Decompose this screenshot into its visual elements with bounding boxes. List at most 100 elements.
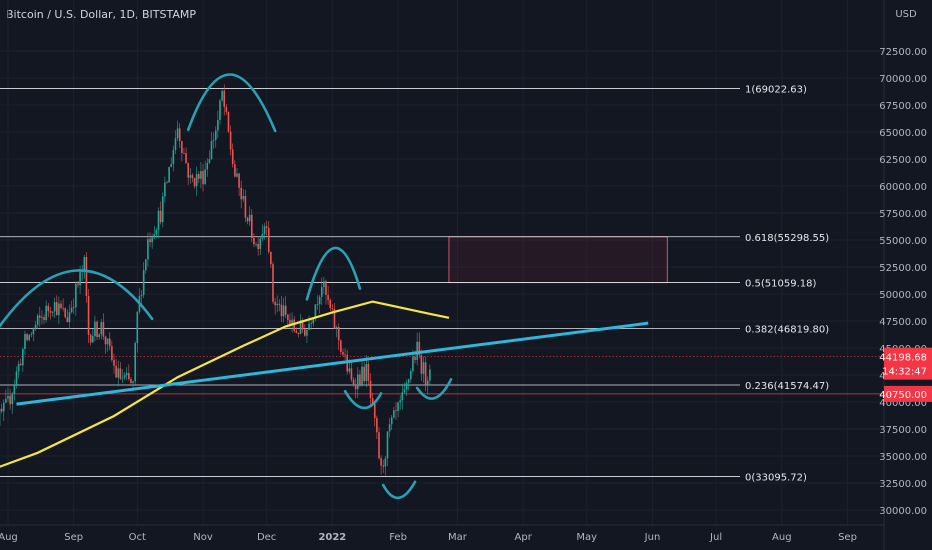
candle-body <box>168 167 170 183</box>
candle-body <box>240 187 242 200</box>
candle-body <box>314 304 317 318</box>
candle-body <box>410 371 412 380</box>
candle-body <box>429 369 431 381</box>
candle-body <box>60 303 62 308</box>
price-tick-label: 37500.00 <box>879 425 927 436</box>
candle-body <box>282 305 285 317</box>
target-zone[interactable] <box>448 236 668 284</box>
fib-level-label: 0.618(55298.55) <box>745 233 829 244</box>
candle-body <box>134 343 136 382</box>
price-tick-label: 50000.00 <box>879 290 927 301</box>
candle-body <box>128 373 130 380</box>
marked-level-label: 40750.00 <box>879 390 927 401</box>
candle-body <box>212 139 215 141</box>
candle-body <box>189 175 192 178</box>
candle-body <box>424 362 427 385</box>
candle-body <box>367 363 370 381</box>
candle-body <box>193 178 196 187</box>
candle-body <box>342 351 344 355</box>
candle-body <box>41 317 43 318</box>
candle-body <box>70 307 73 313</box>
candle-body <box>24 333 26 349</box>
candle-body <box>304 329 306 336</box>
candle-body <box>100 322 103 335</box>
time-tick-label: 2022 <box>318 532 346 543</box>
price-tick-label: 57500.00 <box>879 209 927 220</box>
candle-body <box>39 315 41 318</box>
inverse-right-shoulder-arc <box>415 378 453 400</box>
candle-body <box>297 332 300 334</box>
fib-level-label: 0.5(51059.18) <box>745 279 817 290</box>
trendline[interactable] <box>16 321 649 406</box>
candle-body <box>172 149 175 165</box>
candle-body <box>17 363 20 372</box>
candle-body <box>420 355 423 374</box>
candle-body <box>58 303 60 316</box>
candle-body <box>371 398 374 404</box>
candle-body <box>403 389 406 393</box>
candle-body <box>227 111 230 132</box>
candle-body <box>166 182 168 184</box>
candle-body <box>380 458 382 466</box>
candle-body <box>361 366 363 385</box>
candle-body <box>236 173 238 177</box>
candle-body <box>350 368 353 380</box>
candle-body <box>157 210 160 230</box>
candle-body <box>390 417 393 425</box>
currency-label: USD <box>895 9 917 20</box>
head-arc <box>186 73 277 133</box>
candle-body <box>147 239 149 260</box>
candle-body <box>121 377 124 379</box>
candle-body <box>238 173 240 188</box>
candle-body <box>418 341 421 356</box>
candle-body <box>155 229 158 235</box>
candle-body <box>111 346 113 360</box>
candle-body <box>140 295 143 297</box>
candle-body <box>198 174 200 179</box>
price-tick-label: 60000.00 <box>879 182 927 193</box>
candle-body <box>267 227 270 252</box>
fib-level-label: 0(33095.72) <box>745 473 807 484</box>
price-tick-label: 62500.00 <box>879 155 927 166</box>
candle-body <box>208 159 211 163</box>
candle-body <box>414 356 416 360</box>
pattern-arcs[interactable] <box>0 73 453 500</box>
candle-body <box>280 304 283 317</box>
candle-body <box>183 153 185 154</box>
candle-body <box>221 90 223 101</box>
candle-body <box>363 366 365 382</box>
candle-body <box>19 363 22 366</box>
candle-body <box>223 90 226 107</box>
target-zone-box <box>448 236 668 284</box>
candle-body <box>259 238 262 250</box>
price-tick-label: 55000.00 <box>879 236 927 247</box>
candle-body <box>293 319 295 331</box>
candle-body <box>5 398 7 403</box>
candle-body <box>22 348 24 366</box>
time-axis[interactable]: Aug Sep Oct Nov Dec 2022 Feb Mar Apr May Jun Jul Aug… <box>0 524 884 543</box>
right-shoulder-arc <box>305 246 362 301</box>
price-tick-label: 30000.00 <box>879 506 927 517</box>
price-tick-label: 32500.00 <box>879 479 927 490</box>
moving-average[interactable] <box>0 300 450 481</box>
fibonacci-levels[interactable]: 1(69022.63) 0.618(55298.55) 0.5(51059.18) 0… <box>0 85 884 484</box>
candle-body <box>263 226 266 234</box>
candle-body <box>117 368 120 378</box>
price-axis[interactable]: 30000.00 32500.00 35000.00 37500.00 40000.00… <box>879 0 932 550</box>
current-price-label: 44198.68 <box>879 353 927 364</box>
candle-body <box>2 402 5 412</box>
price-tick-label: 67500.00 <box>879 101 927 112</box>
candle-body <box>68 312 71 323</box>
candle-body <box>393 410 395 418</box>
time-tick-label: Sep <box>64 532 83 543</box>
candle-body <box>242 195 245 200</box>
candle-body <box>352 379 355 386</box>
candle-body <box>185 153 187 164</box>
candle-body <box>214 130 217 140</box>
candle-body <box>257 243 259 250</box>
time-tick-label: Feb <box>389 532 407 543</box>
candle-body <box>231 149 234 165</box>
fib-level-label: 1(69022.63) <box>745 85 807 96</box>
candle-body <box>310 323 312 325</box>
